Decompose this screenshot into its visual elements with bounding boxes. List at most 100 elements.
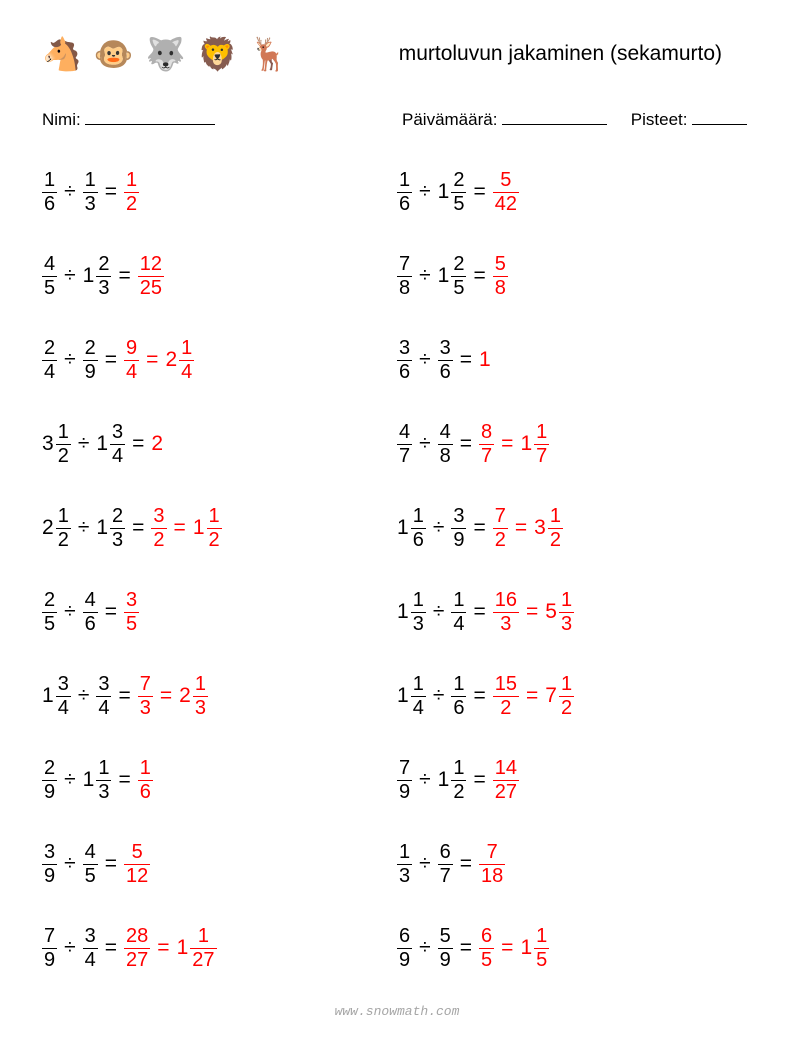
equation: 36 ÷ 36 = 1 [397, 336, 752, 384]
operator: = [473, 684, 485, 708]
fraction: 58 [493, 254, 508, 299]
problems-col-right: 16÷125=54278÷125=5836÷36=147÷48=87=11711… [397, 168, 752, 972]
fraction: 72 [493, 506, 508, 551]
fraction: 15 [534, 926, 549, 971]
fraction: 79 [397, 758, 412, 803]
mixed-number: 114 [397, 674, 426, 719]
operator: ÷ [433, 600, 445, 624]
operator: = [526, 600, 538, 624]
equation: 212÷123=32=112 [42, 504, 397, 552]
fraction: 36 [438, 338, 453, 383]
fraction: 23 [110, 506, 125, 551]
name-blank [85, 124, 215, 125]
fraction: 36 [397, 338, 412, 383]
equation: 24÷29=94=214 [42, 336, 397, 384]
mixed-number: 212 [42, 506, 71, 551]
equation: 312÷134=2 [42, 420, 397, 468]
fraction: 34 [96, 674, 111, 719]
operator: ÷ [64, 600, 76, 624]
fraction: 34 [83, 926, 98, 971]
operator: = [460, 852, 472, 876]
operator: = [157, 936, 169, 960]
fraction: 12 [451, 758, 466, 803]
header-icons: 🐴🐵🐺🦁🦌 [42, 38, 289, 70]
fraction: 29 [42, 758, 57, 803]
fraction: 1427 [493, 758, 519, 803]
integer: 2 [151, 432, 163, 456]
fraction: 25 [451, 170, 466, 215]
fraction: 12 [207, 506, 222, 551]
header: 🐴🐵🐺🦁🦌 murtoluvun jakaminen (sekamurto) [42, 28, 752, 80]
operator: = [473, 180, 485, 204]
fraction: 39 [451, 506, 466, 551]
fraction: 14 [179, 338, 194, 383]
operator: = [460, 348, 472, 372]
operator: = [132, 432, 144, 456]
equation: 78÷125=58 [397, 252, 752, 300]
mixed-number: 116 [397, 506, 426, 551]
page-title: murtoluvun jakaminen (sekamurto) [399, 42, 752, 66]
operator: = [515, 516, 527, 540]
fraction: 24 [42, 338, 57, 383]
operator: ÷ [419, 180, 431, 204]
header-icon: 🐺 [146, 38, 186, 70]
header-icon: 🦌 [249, 38, 289, 70]
operator: = [501, 936, 513, 960]
operator: ÷ [433, 516, 445, 540]
fraction: 65 [479, 926, 494, 971]
header-icon: 🐵 [94, 38, 134, 70]
fraction: 94 [124, 338, 139, 383]
operator: = [105, 180, 117, 204]
fraction: 34 [56, 674, 71, 719]
fraction: 163 [493, 590, 519, 635]
operator: = [105, 936, 117, 960]
equation: 114÷16=152=712 [397, 672, 752, 720]
fraction: 12 [56, 422, 71, 467]
mixed-number: 213 [179, 674, 208, 719]
footer-url: www.snowmath.com [0, 1004, 794, 1019]
operator: = [118, 768, 130, 792]
fraction: 34 [110, 422, 125, 467]
operator: ÷ [419, 348, 431, 372]
score-blank [692, 124, 747, 125]
mixed-number: 112 [438, 758, 467, 803]
operator: ÷ [419, 264, 431, 288]
mixed-number: 123 [83, 254, 112, 299]
fraction: 13 [83, 170, 98, 215]
mixed-number: 125 [438, 254, 467, 299]
operator: = [105, 348, 117, 372]
operator: = [473, 264, 485, 288]
operator: ÷ [64, 768, 76, 792]
operator: = [473, 600, 485, 624]
fraction: 29 [83, 338, 98, 383]
fraction: 718 [479, 842, 505, 887]
fraction: 23 [96, 254, 111, 299]
problems-grid: 16÷13=1245÷123=122524÷29=94=214312÷134=2… [42, 168, 752, 972]
operator: ÷ [64, 852, 76, 876]
date-blank [502, 124, 607, 125]
operator: ÷ [419, 432, 431, 456]
fraction: 13 [397, 842, 412, 887]
fraction: 35 [124, 590, 139, 635]
mixed-number: 113 [83, 758, 112, 803]
fraction: 87 [479, 422, 494, 467]
score-label: Pisteet: [631, 110, 688, 129]
operator: ÷ [64, 936, 76, 960]
fraction: 13 [193, 674, 208, 719]
fraction: 512 [124, 842, 150, 887]
equation: 29÷113=16 [42, 756, 397, 804]
fraction: 13 [559, 590, 574, 635]
mixed-number: 125 [438, 170, 467, 215]
fraction: 67 [438, 842, 453, 887]
fraction: 17 [534, 422, 549, 467]
mixed-number: 1127 [177, 926, 217, 971]
fraction: 25 [451, 254, 466, 299]
integer: 1 [479, 348, 491, 372]
fraction: 16 [411, 506, 426, 551]
operator: = [118, 684, 130, 708]
header-icon: 🐴 [42, 38, 82, 70]
fraction: 127 [190, 926, 216, 971]
fraction: 12 [548, 506, 563, 551]
fraction: 12 [56, 506, 71, 551]
operator: ÷ [419, 852, 431, 876]
